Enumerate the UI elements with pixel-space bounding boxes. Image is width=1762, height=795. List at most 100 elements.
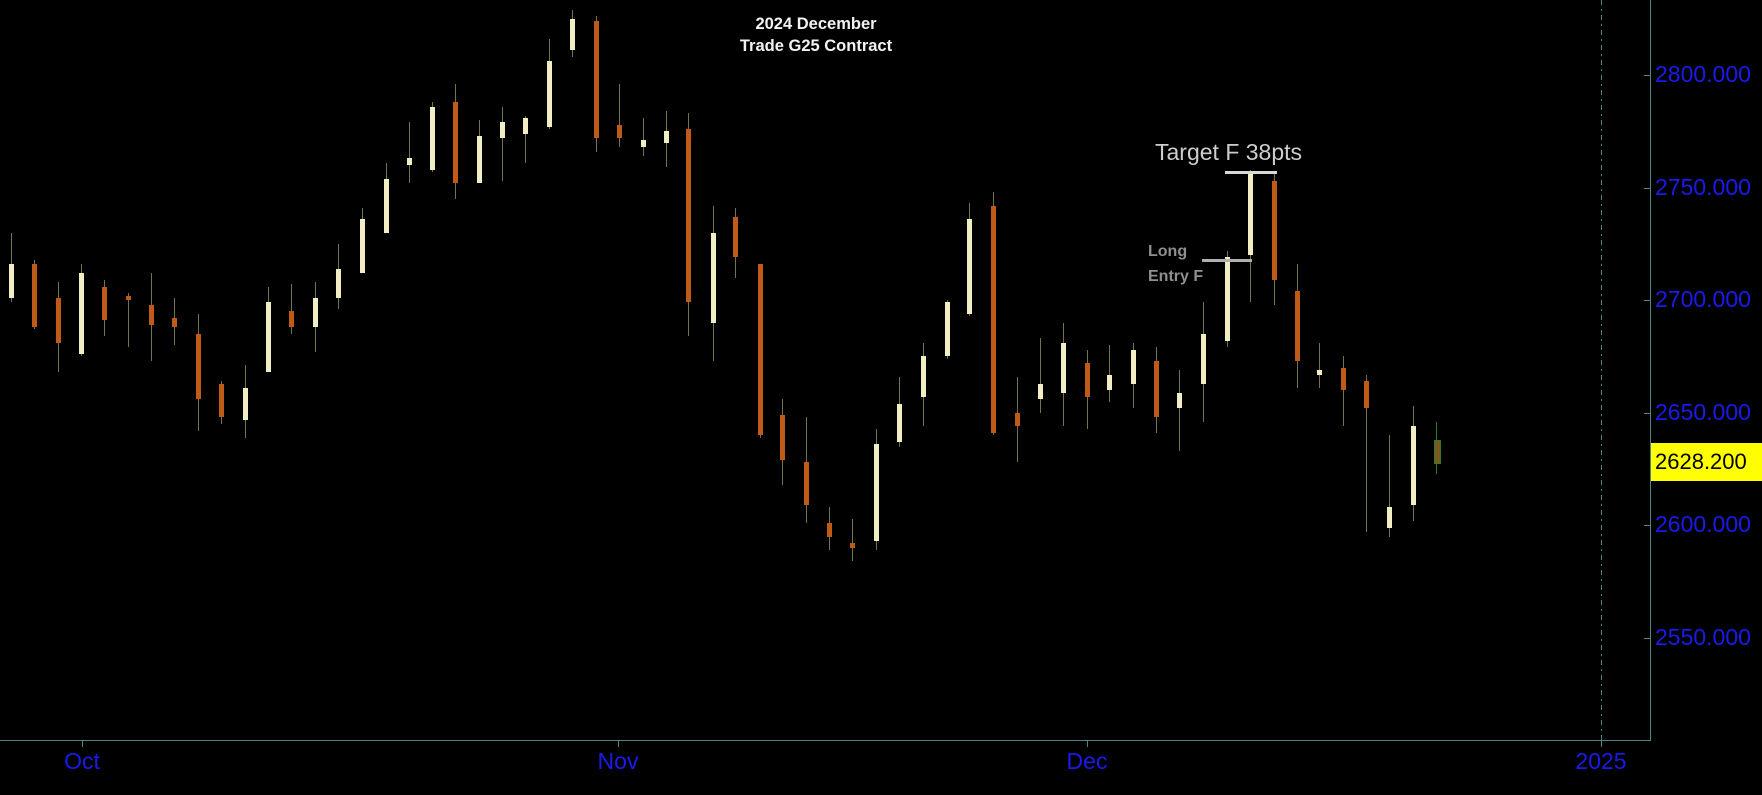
candle-wick bbox=[642, 117, 644, 157]
candle-body-down bbox=[218, 383, 224, 418]
entry-label: Long Entry F bbox=[1148, 239, 1203, 289]
candle-wick bbox=[1365, 374, 1367, 533]
candle-body-up bbox=[1224, 257, 1230, 341]
candle-body-up bbox=[1247, 171, 1253, 256]
candle-wick bbox=[501, 106, 503, 181]
candle-body-up bbox=[383, 178, 389, 233]
price-axis-label: 2650.000 bbox=[1655, 398, 1751, 425]
price-axis-tick bbox=[1644, 187, 1650, 189]
candle-body-up bbox=[873, 444, 879, 542]
candle-body-down bbox=[1084, 363, 1090, 397]
price-axis-label: 2750.000 bbox=[1655, 173, 1751, 200]
target-price-line[interactable] bbox=[1225, 170, 1277, 174]
chart-title-line1: 2024 December bbox=[755, 15, 877, 33]
candle-body-down bbox=[101, 286, 107, 321]
candle-body-down bbox=[757, 264, 763, 436]
candle-body-down bbox=[1014, 412, 1020, 427]
chart-title: 2024 December Trade G25 Contract bbox=[666, 13, 966, 57]
price-axis-tick bbox=[1644, 412, 1650, 414]
candle-wick bbox=[408, 122, 410, 184]
candle-body-down bbox=[171, 318, 177, 328]
candle-body-up bbox=[78, 273, 84, 355]
candle-body-up bbox=[406, 158, 412, 166]
price-axis-label: 2700.000 bbox=[1655, 286, 1751, 313]
candle-body-up bbox=[359, 219, 365, 274]
price-axis-tick bbox=[1644, 74, 1650, 76]
candle-body-up bbox=[429, 106, 435, 170]
candle-body-up bbox=[920, 356, 926, 398]
candle-body-up bbox=[1176, 392, 1182, 409]
candle-body-last bbox=[1433, 439, 1441, 464]
candle-body-up bbox=[1106, 374, 1112, 391]
candle-wick bbox=[290, 284, 292, 334]
candle-body-up bbox=[546, 61, 552, 127]
candle-body-up bbox=[335, 268, 341, 298]
entry-label-line2: Entry F bbox=[1148, 268, 1204, 285]
candle-body-down bbox=[31, 264, 37, 328]
candle-body-down bbox=[288, 311, 294, 328]
candle-body-up bbox=[710, 232, 716, 323]
entry-price-line[interactable] bbox=[1202, 258, 1252, 262]
time-axis-label-nov: Nov bbox=[597, 748, 639, 774]
time-axis-tick bbox=[1087, 741, 1088, 747]
candle-body-up bbox=[242, 388, 248, 420]
candle-body-down bbox=[195, 333, 201, 400]
price-axis-label: 2550.000 bbox=[1655, 623, 1751, 650]
candle-body-up bbox=[522, 117, 528, 134]
candle-wick bbox=[1039, 338, 1041, 413]
price-axis-label: 2800.000 bbox=[1655, 60, 1751, 87]
candle-body-down bbox=[148, 304, 154, 325]
candle-body-down bbox=[1363, 381, 1369, 409]
price-axis-tick bbox=[1644, 525, 1650, 527]
candle-body-up bbox=[499, 122, 505, 139]
candle-body-down bbox=[125, 295, 131, 301]
candle-body-down bbox=[685, 129, 691, 303]
candle-body-down bbox=[1153, 360, 1159, 418]
price-axis-label: 2600.000 bbox=[1655, 511, 1751, 538]
plot-area[interactable]: 2024 December Trade G25 Contract Target … bbox=[0, 0, 1651, 741]
chart-title-line2: Trade G25 Contract bbox=[739, 37, 893, 55]
candle-body-up bbox=[1200, 333, 1206, 384]
candle-wick bbox=[524, 115, 526, 163]
candle-wick bbox=[1108, 345, 1110, 402]
candle-body-up bbox=[1386, 507, 1392, 528]
candle-body-up bbox=[1316, 370, 1322, 375]
price-axis-tick bbox=[1644, 300, 1650, 302]
candle-body-up bbox=[476, 135, 482, 184]
candle-body-up bbox=[944, 302, 950, 357]
candle-body-down bbox=[849, 543, 855, 548]
time-axis-tick bbox=[618, 741, 619, 747]
candle-wick bbox=[1318, 342, 1320, 388]
candle-body-up bbox=[1037, 383, 1043, 400]
candle-body-up bbox=[312, 297, 318, 328]
candle-body-up bbox=[1410, 426, 1416, 506]
entry-label-line1: Long bbox=[1148, 243, 1188, 260]
candle-body-up bbox=[1130, 349, 1136, 384]
candle-body-up bbox=[966, 219, 972, 314]
candle-wick bbox=[1178, 370, 1180, 452]
candle-body-down bbox=[990, 205, 996, 434]
time-axis-label-dec: Dec bbox=[1066, 748, 1108, 774]
candle-wick bbox=[1342, 356, 1344, 427]
candle-body-down bbox=[732, 216, 738, 258]
time-axis-tick bbox=[1601, 741, 1602, 747]
time-axis-tick bbox=[82, 741, 83, 747]
candle-wick bbox=[127, 293, 129, 348]
candle-wick bbox=[851, 518, 853, 562]
last-price-value: 2628.200 bbox=[1655, 448, 1747, 474]
candle-body-up bbox=[640, 140, 646, 148]
candle-body-up bbox=[569, 18, 575, 51]
candle-body-down bbox=[803, 462, 809, 506]
candle-body-down bbox=[1271, 180, 1277, 280]
candle-body-down bbox=[616, 124, 622, 139]
time-axis-label-2025: 2025 bbox=[1575, 748, 1627, 774]
candle-body-down bbox=[55, 297, 61, 343]
candle-body-down bbox=[826, 523, 832, 537]
candle-wick bbox=[1388, 435, 1390, 537]
candle-body-up bbox=[265, 302, 271, 373]
candle-body-up bbox=[663, 131, 669, 143]
target-label: Target F 38pts bbox=[1155, 139, 1303, 165]
candle-body-down bbox=[779, 415, 785, 461]
candle-body-up bbox=[896, 403, 902, 443]
